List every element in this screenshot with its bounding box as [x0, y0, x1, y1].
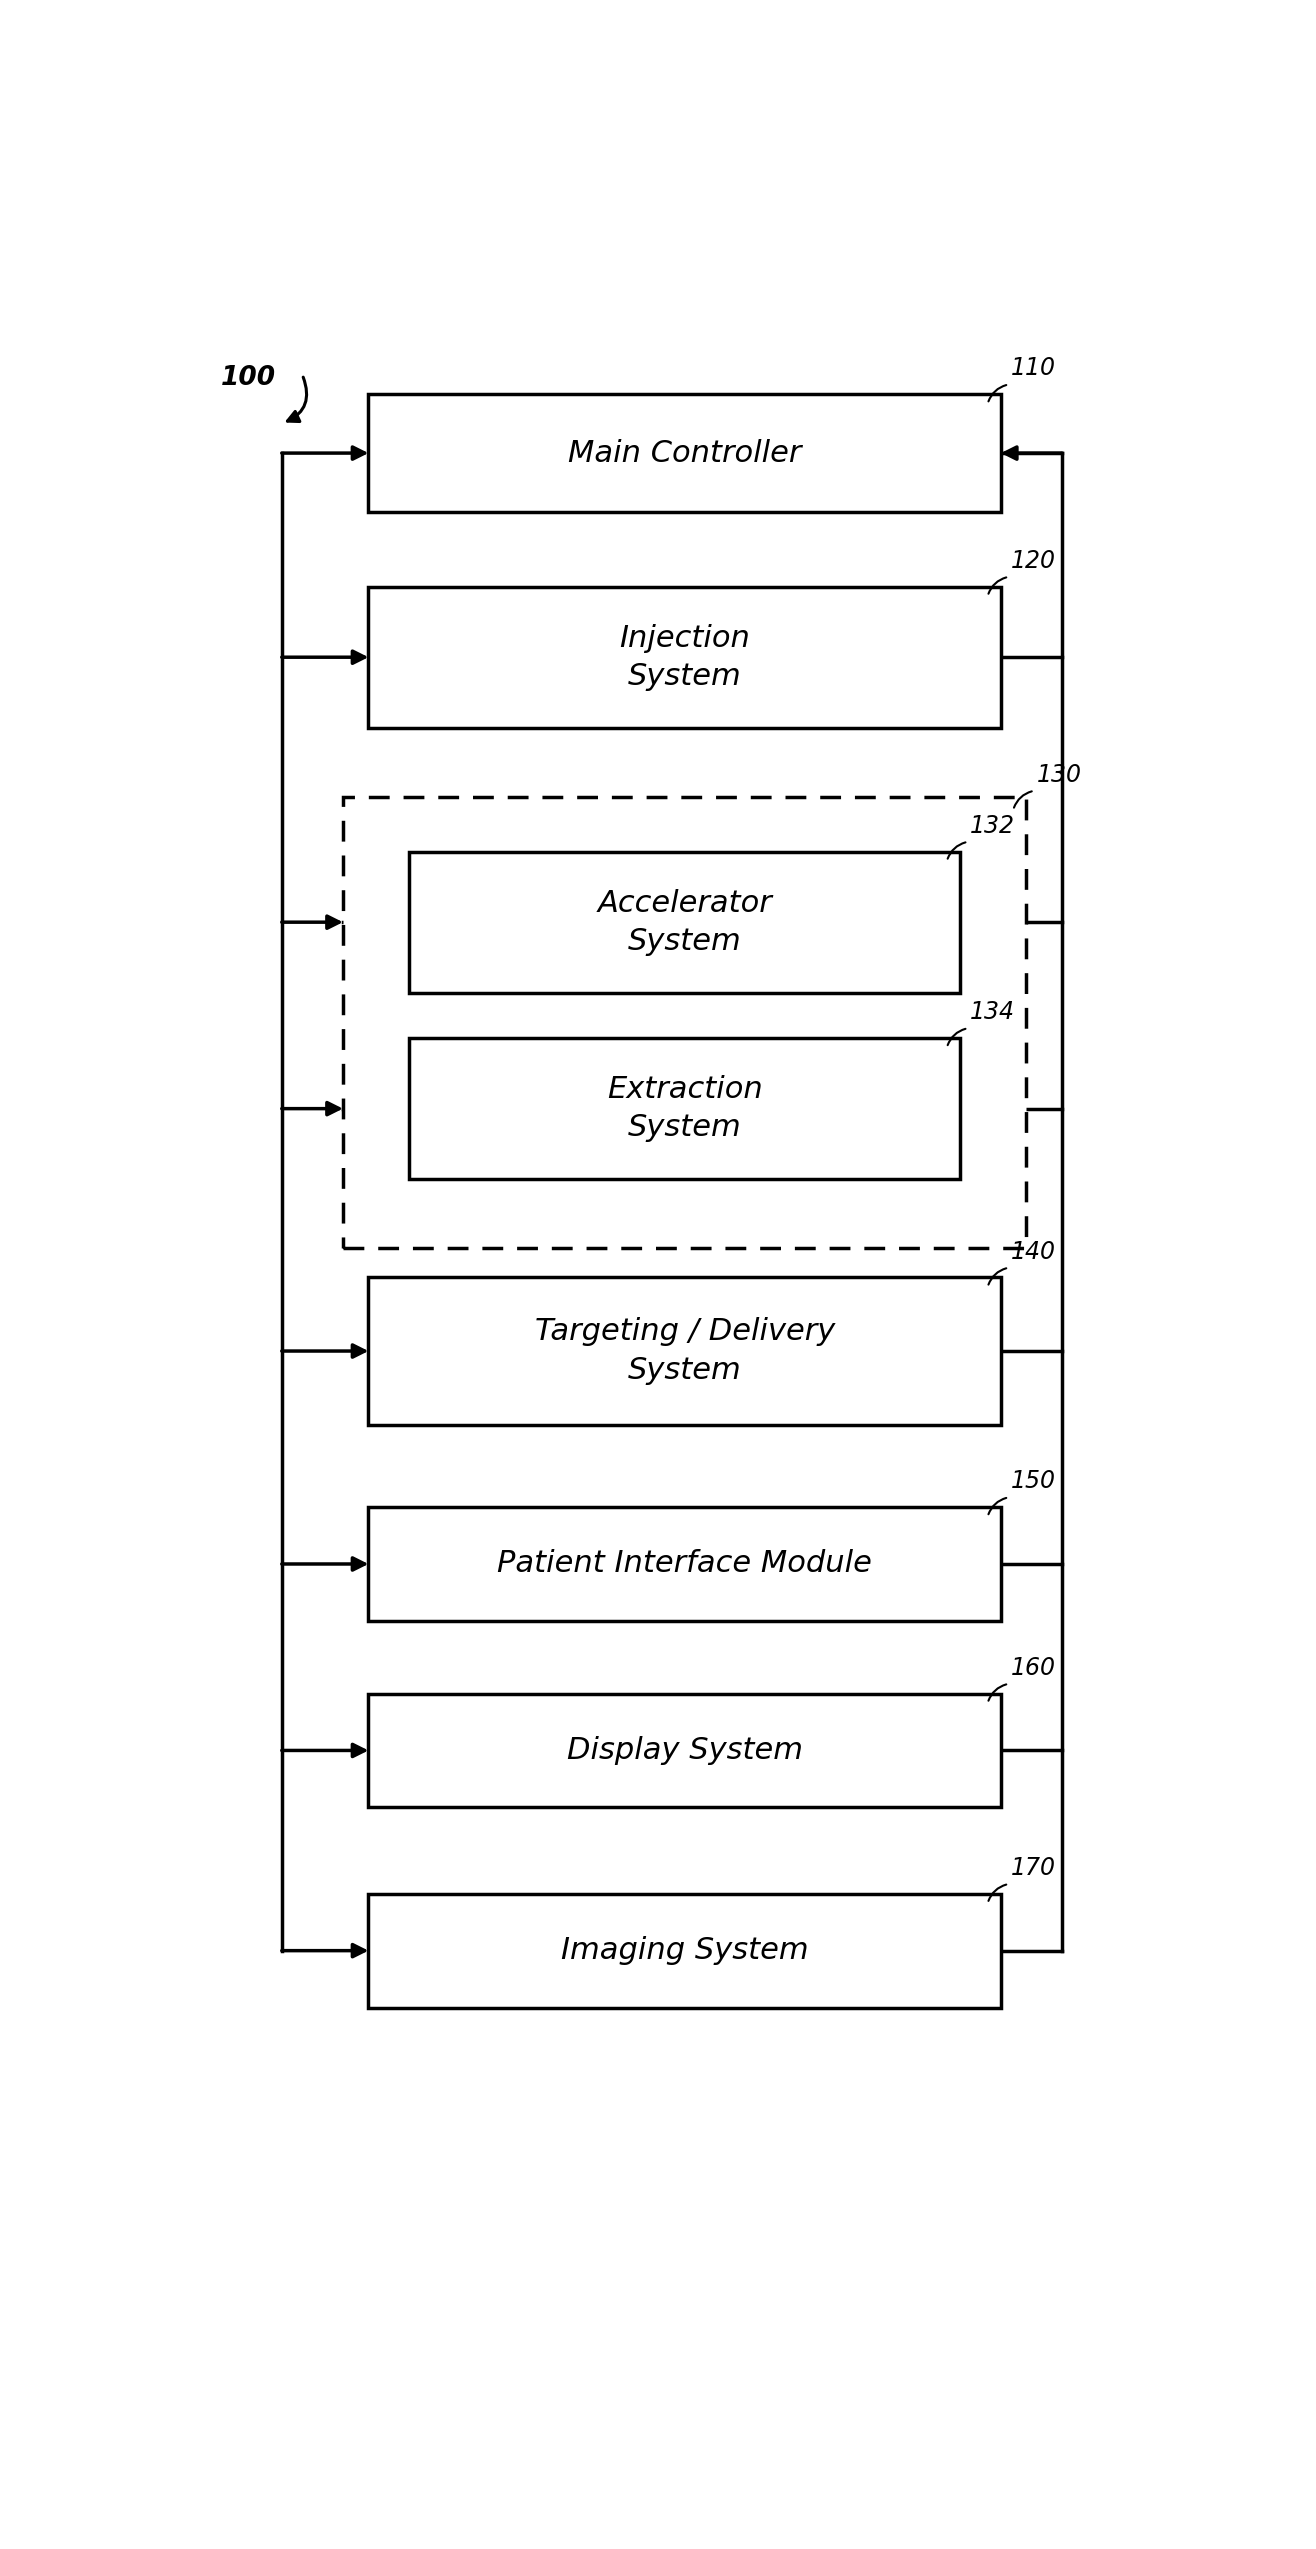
Text: 160: 160	[1011, 1657, 1055, 1680]
FancyArrowPatch shape	[287, 377, 307, 421]
Text: 170: 170	[1011, 1856, 1055, 1881]
Bar	[368, 1277, 1001, 1425]
Text: 120: 120	[1011, 548, 1055, 574]
Text: 132: 132	[970, 813, 1015, 839]
Text: 150: 150	[1011, 1468, 1055, 1494]
Bar	[409, 851, 961, 994]
Bar	[343, 798, 1026, 1249]
Text: 110: 110	[1011, 357, 1055, 380]
Text: 100: 100	[221, 365, 276, 390]
Text: 134: 134	[970, 999, 1015, 1025]
Bar	[368, 1506, 1001, 1621]
Text: Display System: Display System	[567, 1736, 803, 1764]
Bar	[368, 586, 1001, 729]
Bar	[368, 395, 1001, 512]
Text: Imaging System: Imaging System	[561, 1937, 808, 1965]
Bar	[368, 1693, 1001, 1807]
Text: Patient Interface Module: Patient Interface Module	[497, 1550, 873, 1578]
Text: Main Controller: Main Controller	[569, 438, 801, 466]
Text: 130: 130	[1037, 762, 1082, 788]
Text: Extraction
System: Extraction System	[607, 1076, 762, 1142]
Text: Injection
System: Injection System	[620, 625, 750, 691]
Text: Targeting / Delivery
System: Targeting / Delivery System	[534, 1318, 834, 1384]
Bar	[368, 1894, 1001, 2009]
Text: 140: 140	[1011, 1239, 1055, 1264]
Text: Accelerator
System: Accelerator System	[597, 890, 772, 956]
Bar	[409, 1037, 961, 1180]
